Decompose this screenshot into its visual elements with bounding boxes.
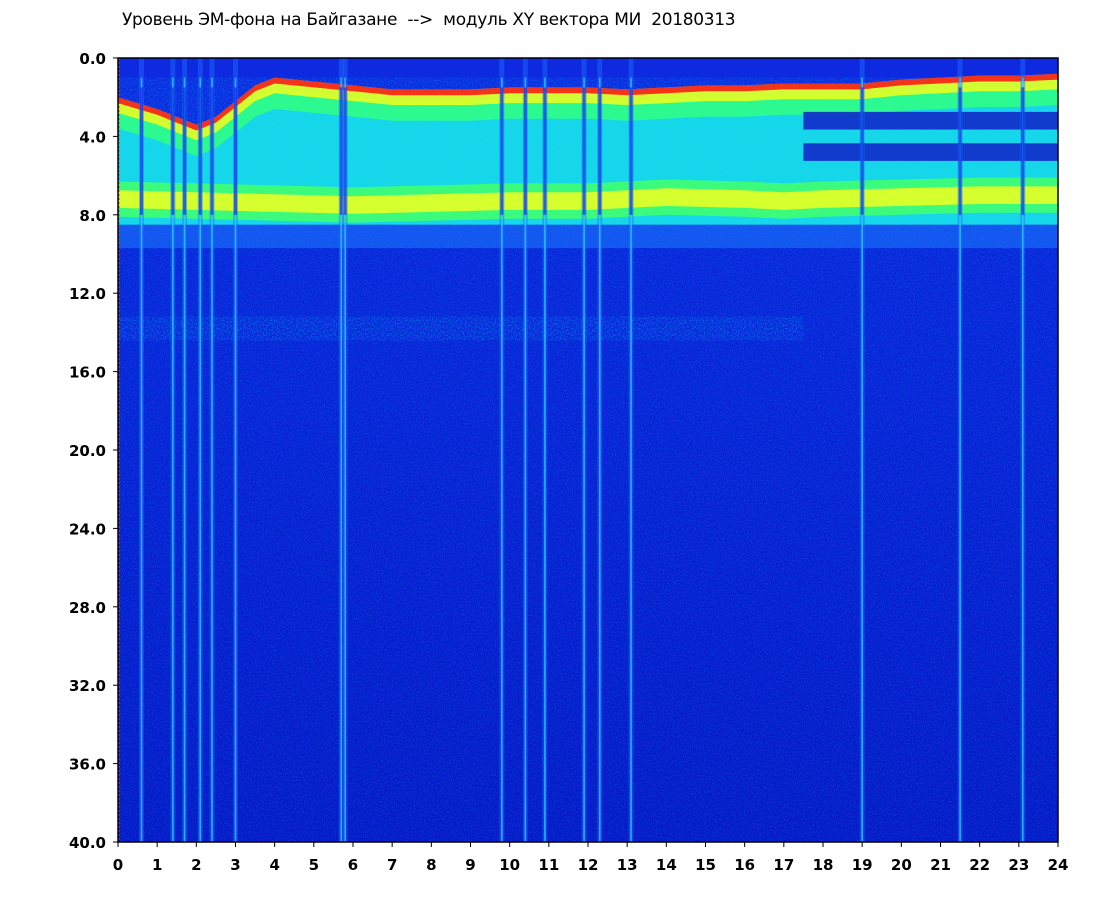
heatmap-streak-gap (500, 87, 504, 215)
x-tick-label: 3 (230, 856, 240, 874)
heatmap-bright-band-yellow (118, 186, 1058, 214)
heatmap-streak (1021, 77, 1024, 842)
heatmap-band-red-edge (118, 73, 1058, 131)
heatmap-streak (544, 77, 546, 842)
plot-area (118, 58, 1058, 842)
heatmap-streak-gap (582, 87, 586, 215)
y-tick-label: 36.0 (69, 756, 106, 774)
heatmap-streak-gap (198, 87, 202, 215)
heatmap-faint-band (118, 316, 804, 341)
heatmap-streak (630, 77, 632, 842)
x-tick-label: 24 (1048, 856, 1069, 874)
x-tick-label: 13 (617, 856, 638, 874)
heatmap-streak-gap (543, 87, 547, 215)
y-axis: 0.0 4.0 8.0 12.0 16.0 20.0 24.0 28.0 32.0 36.0 40.… (69, 50, 118, 852)
heatmap-halo (118, 220, 1058, 249)
y-tick-label: 0.0 (79, 50, 106, 68)
x-tick-label: 6 (348, 856, 358, 874)
heatmap-streak-gap (339, 87, 343, 215)
heatmap-streak-gap (183, 87, 187, 215)
heatmap-streak-gap (234, 87, 237, 215)
heatmap-streak (959, 77, 961, 842)
x-tick-label: 12 (578, 856, 599, 874)
x-tick-label: 22 (969, 856, 990, 874)
x-tick-label: 2 (191, 856, 201, 874)
x-tick-label: 10 (499, 856, 520, 874)
x-tick-label: 23 (1008, 856, 1029, 874)
x-tick-label: 15 (695, 856, 716, 874)
y-tick-label: 4.0 (79, 128, 106, 146)
x-tick-label: 5 (309, 856, 319, 874)
heatmap-streak (501, 77, 503, 842)
y-tick-label: 12.0 (69, 285, 106, 303)
heatmap-streak-gap (140, 87, 143, 215)
heatmap-streak-gap (629, 87, 633, 215)
chart-title: Уровень ЭМ-фона на Байгазане --> модуль … (122, 10, 736, 30)
heatmap-streak (199, 77, 202, 842)
heatmap-streak (598, 77, 601, 842)
heatmap-streak (583, 77, 585, 842)
heatmap-streak (340, 77, 343, 842)
x-tick-label: 1 (152, 856, 162, 874)
y-tick-label: 8.0 (79, 207, 106, 225)
x-tick-label: 18 (813, 856, 834, 874)
heatmap-streak (524, 77, 527, 842)
x-tick-label: 7 (387, 856, 397, 874)
heatmap-streak-gap (171, 87, 175, 215)
heatmap-streak-gap (210, 87, 214, 215)
heatmap-streak (861, 77, 863, 842)
y-tick-label: 24.0 (69, 520, 106, 538)
heatmap-streak (172, 77, 174, 842)
heatmap-streak-gap (860, 87, 864, 215)
heatmap-band-yellow (118, 78, 1058, 141)
y-tick-label: 20.0 (69, 442, 106, 460)
x-tick-label: 19 (852, 856, 873, 874)
heatmap-streak-gap (958, 87, 962, 215)
x-tick-label: 0 (113, 856, 123, 874)
x-tick-label: 4 (269, 856, 279, 874)
heatmap-streak (234, 77, 237, 842)
heatmap-streak (183, 77, 186, 842)
x-tick-label: 17 (773, 856, 794, 874)
x-tick-label: 21 (930, 856, 951, 874)
x-tick-label: 14 (656, 856, 677, 874)
heatmap-band-green (118, 85, 1058, 156)
y-tick-label: 28.0 (69, 599, 106, 617)
heatmap-streak (211, 77, 213, 842)
y-tick-label: 16.0 (69, 364, 106, 382)
heatmap-streak (140, 77, 143, 842)
y-tick-label: 32.0 (69, 677, 106, 695)
heatmap-streak-gap (1021, 87, 1025, 215)
heatmap-streak-gap (523, 87, 527, 215)
x-tick-label: 11 (538, 856, 559, 874)
heatmap-streak-gap (343, 87, 347, 215)
heatmap-dark-band-0 (803, 111, 1058, 130)
heatmap-noise (118, 214, 1058, 842)
x-tick-label: 20 (891, 856, 912, 874)
heatmap-streak-gap (598, 87, 602, 215)
x-tick-label: 9 (465, 856, 475, 874)
x-axis: 0 1 2 3 4 5 6 7 8 9 10 11 12 13 14 15 16 17 18 19 20 21 22 23 24 (113, 842, 1069, 874)
heatmap-streak (344, 77, 346, 842)
heatmap-dark-band-1 (803, 143, 1058, 161)
y-tick-label: 40.0 (69, 834, 106, 852)
x-tick-label: 16 (734, 856, 755, 874)
x-tick-label: 8 (426, 856, 436, 874)
